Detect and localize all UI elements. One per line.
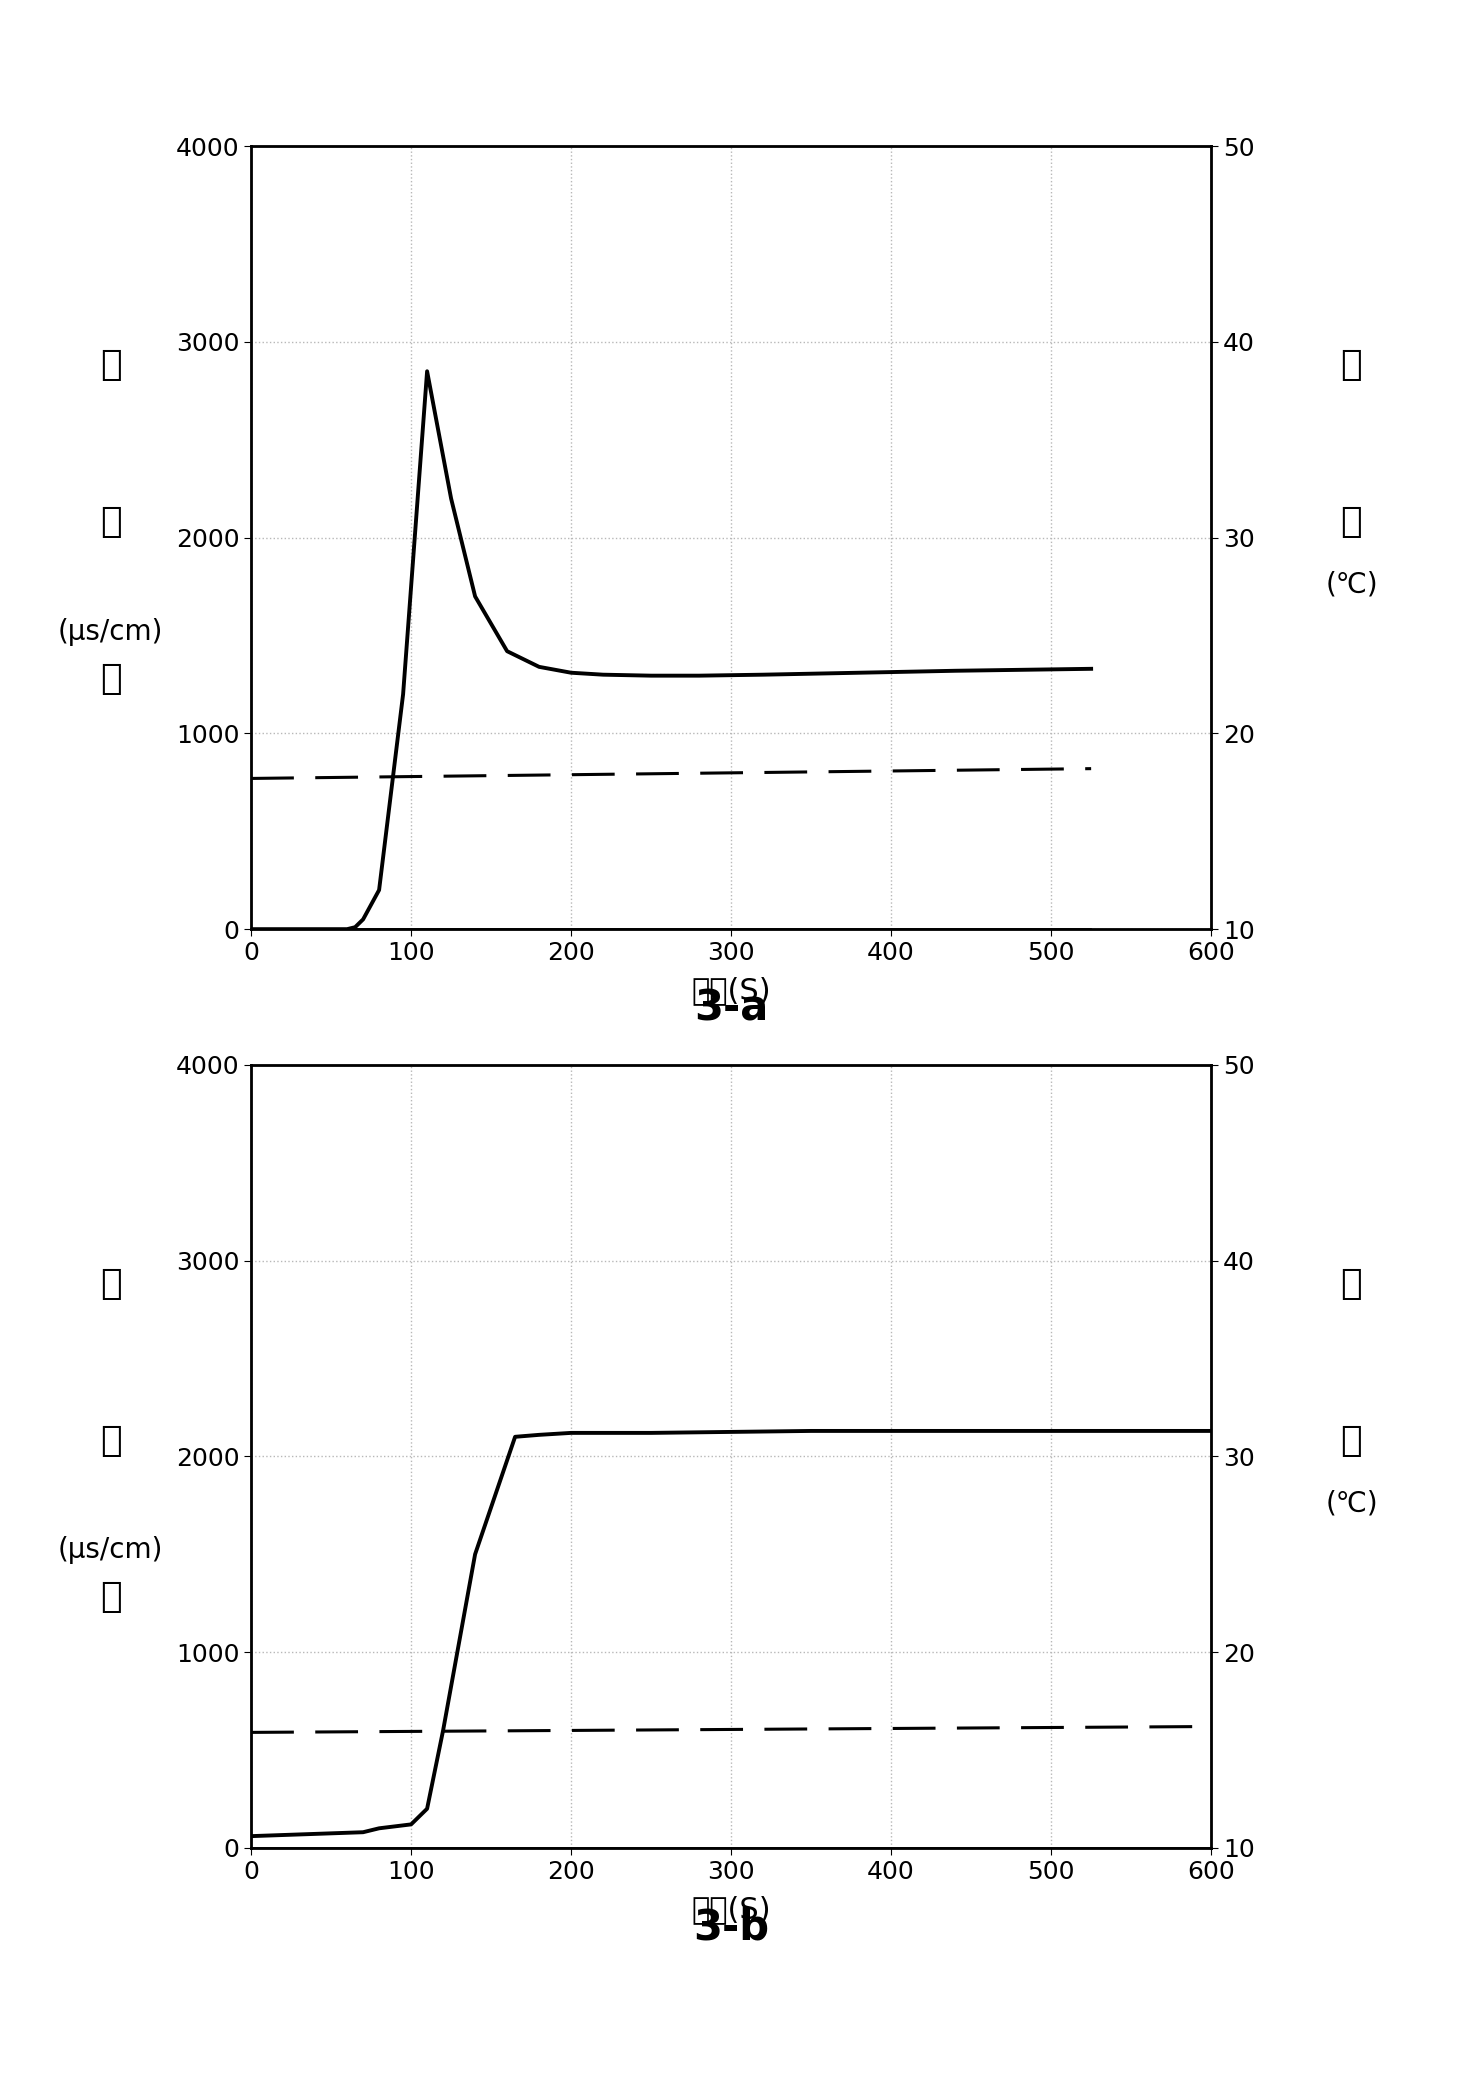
Text: (μs/cm): (μs/cm) [58,1537,164,1564]
Text: 温: 温 [1341,349,1362,382]
Text: 3-b: 3-b [693,1906,770,1948]
Text: 度: 度 [1341,1424,1362,1457]
Text: 温: 温 [1341,1267,1362,1301]
Text: 度: 度 [1341,505,1362,539]
Text: 3-a: 3-a [694,988,768,1029]
Text: 导: 导 [100,505,121,539]
Text: 电: 电 [100,349,121,382]
X-axis label: 时间(S): 时间(S) [691,1894,771,1923]
Text: 电: 电 [100,1267,121,1301]
Text: 导: 导 [100,1424,121,1457]
Text: (℃): (℃) [1325,570,1378,599]
Text: 値: 値 [100,662,121,695]
X-axis label: 时间(S): 时间(S) [691,975,771,1004]
Text: (℃): (℃) [1325,1489,1378,1518]
Text: (μs/cm): (μs/cm) [58,618,164,645]
Text: 値: 値 [100,1581,121,1614]
